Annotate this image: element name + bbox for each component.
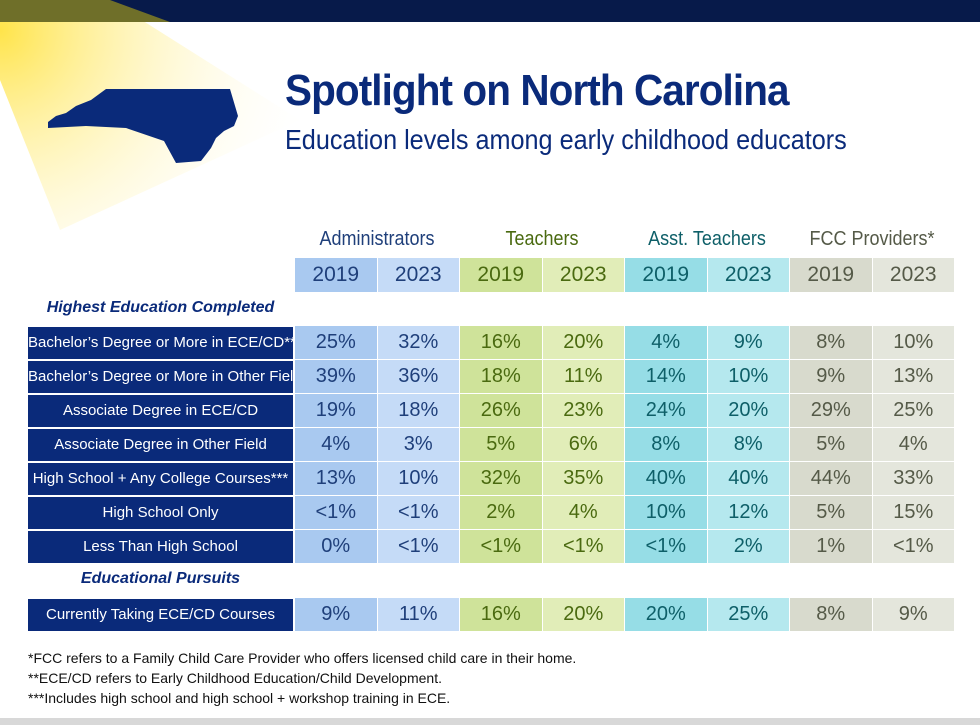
table-cell: 4% [542, 496, 624, 529]
table-cell: 20% [542, 598, 624, 631]
table-cell: 13% [872, 360, 954, 393]
page-subtitle: Education levels among early childhood e… [285, 124, 847, 155]
group-header-asst: Asst. Teachers [648, 228, 766, 250]
row-label: High School Only [28, 497, 293, 529]
table-cell: 4% [295, 428, 377, 461]
table-cell: 33% [872, 462, 954, 495]
table-cell: 11% [377, 598, 459, 631]
group-header-fcc: FCC Providers* [809, 228, 935, 250]
table-cell: 19% [295, 394, 377, 427]
table-cell: 10% [625, 496, 707, 529]
row-label: Less Than High School [28, 531, 293, 563]
table-cell: 40% [707, 462, 789, 495]
group-header-admin: Administrators [319, 228, 435, 250]
table-cell: 16% [460, 326, 542, 359]
table-cell: 10% [377, 462, 459, 495]
page-title: Spotlight on North Carolina [285, 66, 790, 115]
table-cell: 4% [872, 428, 954, 461]
top-bar [0, 0, 980, 22]
beam-top [0, 0, 170, 22]
table-cell: 18% [460, 360, 542, 393]
section-heading: Educational Pursuits [80, 570, 241, 587]
table-cell: 32% [377, 326, 459, 359]
table-cell: 8% [790, 598, 872, 631]
table-cell: 14% [625, 360, 707, 393]
table-cell: 5% [460, 428, 542, 461]
footnotes: *FCC refers to a Family Child Care Provi… [28, 648, 576, 708]
table-cell: 20% [707, 394, 789, 427]
table-cell: 40% [625, 462, 707, 495]
year-header: 2019 [625, 258, 707, 292]
row-label: Associate Degree in Other Field [28, 429, 293, 461]
table-cell: 8% [790, 326, 872, 359]
table-cell: 9% [872, 598, 954, 631]
year-header: 2019 [460, 258, 542, 292]
table-cell: 12% [707, 496, 789, 529]
table-cell: 11% [542, 360, 624, 393]
table-cell: 32% [460, 462, 542, 495]
year-header: 2023 [542, 258, 624, 292]
table-cell: <1% [460, 530, 542, 563]
table-cell: 25% [872, 394, 954, 427]
table-cell: 24% [625, 394, 707, 427]
table-cell: 29% [790, 394, 872, 427]
table-cell: <1% [542, 530, 624, 563]
table-cell: <1% [872, 530, 954, 563]
table-cell: 15% [872, 496, 954, 529]
table-cell: 4% [625, 326, 707, 359]
table-cell: 20% [542, 326, 624, 359]
row-label: High School + Any College Courses*** [28, 463, 293, 495]
table-cell: <1% [295, 496, 377, 529]
table-cell: 2% [460, 496, 542, 529]
table-cell: 25% [295, 326, 377, 359]
row-label: Currently Taking ECE/CD Courses [28, 599, 293, 631]
row-label: Bachelor’s Degree or More in ECE/CD** [28, 327, 296, 359]
table-cell: 25% [707, 598, 789, 631]
table-cell: 1% [790, 530, 872, 563]
row-label: Bachelor’s Degree or More in Other Field [28, 361, 302, 393]
table-cell: 10% [872, 326, 954, 359]
table-cell: 9% [707, 326, 789, 359]
table-cell: 2% [707, 530, 789, 563]
table-cell: 10% [707, 360, 789, 393]
table-cell: <1% [625, 530, 707, 563]
table-cell: 26% [460, 394, 542, 427]
north-carolina-map-icon [48, 89, 238, 163]
year-header: 2019 [295, 258, 377, 292]
table-cell: <1% [377, 496, 459, 529]
table-cell: 9% [790, 360, 872, 393]
table-cell: 0% [295, 530, 377, 563]
footnote: **ECE/CD refers to Early Childhood Educa… [28, 670, 442, 686]
table-cell: 39% [295, 360, 377, 393]
year-header: 2019 [790, 258, 872, 292]
table-cell: 5% [790, 496, 872, 529]
footnote: *FCC refers to a Family Child Care Provi… [28, 650, 577, 666]
row-label: Associate Degree in ECE/CD [28, 395, 293, 427]
bottom-bar [0, 718, 980, 725]
table-cell: 16% [460, 598, 542, 631]
table-cell: 8% [707, 428, 789, 461]
footnote: ***Includes high school and high school … [28, 690, 451, 706]
group-header-teachers: Teachers [505, 228, 579, 250]
table-cell: 13% [295, 462, 377, 495]
year-header: 2023 [872, 258, 954, 292]
table-cell: 35% [542, 462, 624, 495]
table-cell: 36% [377, 360, 459, 393]
table-cell: 20% [625, 598, 707, 631]
table-cell: 3% [377, 428, 459, 461]
table-cell: 18% [377, 394, 459, 427]
table-cell: 5% [790, 428, 872, 461]
table-cell: 8% [625, 428, 707, 461]
table-cell: 23% [542, 394, 624, 427]
table-cell: 9% [295, 598, 377, 631]
year-header: 2023 [377, 258, 459, 292]
table-cell: <1% [377, 530, 459, 563]
table-cell: 44% [790, 462, 872, 495]
year-header: 2023 [707, 258, 789, 292]
table-cell: 6% [542, 428, 624, 461]
section-heading: Highest Education Completed [46, 299, 275, 316]
